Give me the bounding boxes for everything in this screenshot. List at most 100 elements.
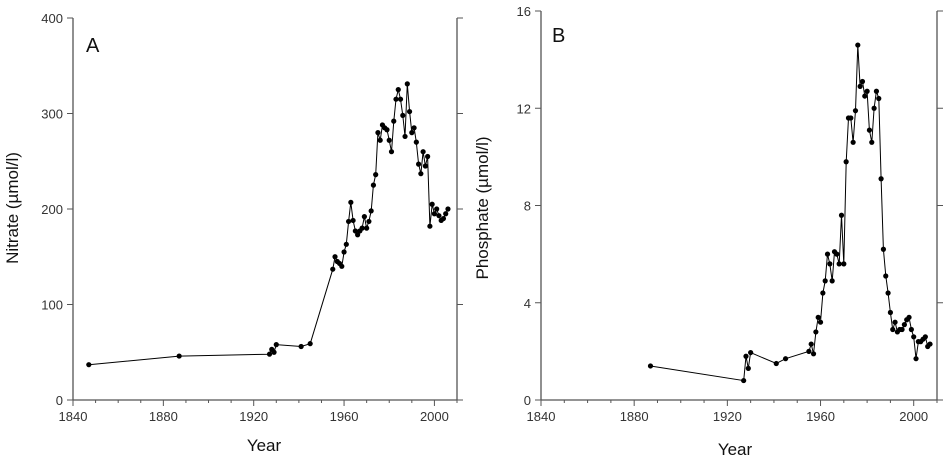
data-point-a <box>298 343 304 350</box>
x-tick-label-a: 1960 <box>330 409 359 424</box>
data-point-b <box>745 365 751 371</box>
data-point-a <box>406 108 413 115</box>
data-point-b <box>927 341 933 347</box>
data-point-b <box>876 95 882 102</box>
x-tick-label-b: 1960 <box>806 409 835 424</box>
data-point-a <box>271 349 277 355</box>
data-point-a <box>395 87 401 93</box>
panel-label-b: B <box>552 25 565 47</box>
data-point-b <box>838 212 845 218</box>
data-point-b <box>901 322 907 328</box>
series-line-b <box>650 44 931 382</box>
x-tick-label-b: 1840 <box>527 409 556 424</box>
data-point-a <box>416 161 422 167</box>
data-point-b <box>864 88 870 94</box>
data-point-b <box>743 353 749 359</box>
data-point-a <box>418 171 424 177</box>
y-tick-label-a: 300 <box>41 107 63 122</box>
data-point-a <box>355 232 361 238</box>
x-tick-label-b: 2000 <box>899 409 928 424</box>
data-point-a <box>176 353 182 359</box>
data-point-b <box>647 363 654 369</box>
data-point-b <box>748 349 754 356</box>
y-tick-label-a: 100 <box>41 298 63 313</box>
data-point-b <box>817 319 824 325</box>
data-point-b <box>885 290 891 296</box>
data-point-a <box>86 362 92 368</box>
data-point-a <box>388 149 395 155</box>
data-point-a <box>352 228 358 234</box>
data-point-a <box>384 127 390 133</box>
data-point-a <box>307 341 313 347</box>
y-axis-title-a: Nitrate (µmol/l) <box>3 152 22 264</box>
data-point-a <box>425 153 431 160</box>
data-point-b <box>899 326 905 333</box>
data-point-b <box>824 251 831 257</box>
data-point-a <box>402 133 408 140</box>
data-point-b <box>848 115 854 121</box>
data-point-a <box>404 81 410 87</box>
data-point-b <box>859 78 866 85</box>
data-point-a <box>343 241 349 247</box>
data-point-a <box>348 199 354 205</box>
panel-label-a: A <box>86 35 100 57</box>
data-point-b <box>871 105 877 111</box>
x-tick-label-a: 1840 <box>59 409 88 424</box>
x-tick-label-a: 1920 <box>239 409 268 424</box>
data-point-b <box>887 309 894 316</box>
data-point-a <box>266 351 273 357</box>
data-point-b <box>843 159 849 165</box>
y-tick-label-b: 8 <box>524 199 531 214</box>
x-tick-label-a: 1880 <box>149 409 178 424</box>
data-point-a <box>361 214 367 220</box>
y-tick-label-b: 12 <box>517 101 531 116</box>
data-point-b <box>822 278 828 284</box>
data-point-b <box>880 246 887 252</box>
data-point-b <box>773 360 779 367</box>
data-point-a <box>386 137 392 143</box>
data-point-a <box>368 208 374 214</box>
data-point-a <box>370 182 377 188</box>
data-point-a <box>364 225 370 231</box>
data-point-b <box>836 261 842 267</box>
data-point-a <box>434 206 440 212</box>
data-point-b <box>850 139 856 145</box>
data-point-b <box>873 88 880 94</box>
data-point-b <box>820 290 826 296</box>
data-point-b <box>852 108 859 114</box>
y-tick-label-b: 0 <box>524 393 531 408</box>
data-point-a <box>377 137 383 143</box>
data-point-b <box>869 139 875 145</box>
data-point-a <box>420 149 426 155</box>
data-point-a <box>350 217 356 224</box>
data-point-b <box>892 319 898 325</box>
data-point-b <box>741 377 747 384</box>
data-point-b <box>827 261 833 267</box>
data-point-b <box>841 261 847 267</box>
y-tick-label-a: 400 <box>41 11 63 26</box>
data-point-b <box>857 83 863 89</box>
data-point-a <box>330 266 336 272</box>
x-axis-title-a: Year <box>247 436 282 455</box>
data-point-a <box>345 218 352 225</box>
y-tick-label-b: 16 <box>517 4 531 19</box>
data-point-a <box>397 96 404 102</box>
y-tick-label-b: 4 <box>524 296 531 311</box>
data-point-b <box>855 42 861 48</box>
panel-a-nitrate: A Year Nitrate (µmol/l) 1840 1880 1920 1960… <box>3 11 463 455</box>
data-point-b <box>829 278 835 284</box>
data-point-b <box>878 176 884 182</box>
data-point-a <box>431 211 438 217</box>
data-point-a <box>373 172 379 178</box>
data-point-b <box>815 314 821 320</box>
data-point-b <box>813 329 819 335</box>
data-point-b <box>922 334 928 340</box>
data-point-a <box>366 218 372 225</box>
data-point-b <box>883 273 889 279</box>
data-point-a <box>422 163 428 169</box>
data-point-a <box>393 96 399 102</box>
x-tick-label-b: 1880 <box>620 409 649 424</box>
y-axis-title-b: Phosphate (µmol/l) <box>473 136 492 279</box>
x-tick-label-a: 2000 <box>420 409 449 424</box>
